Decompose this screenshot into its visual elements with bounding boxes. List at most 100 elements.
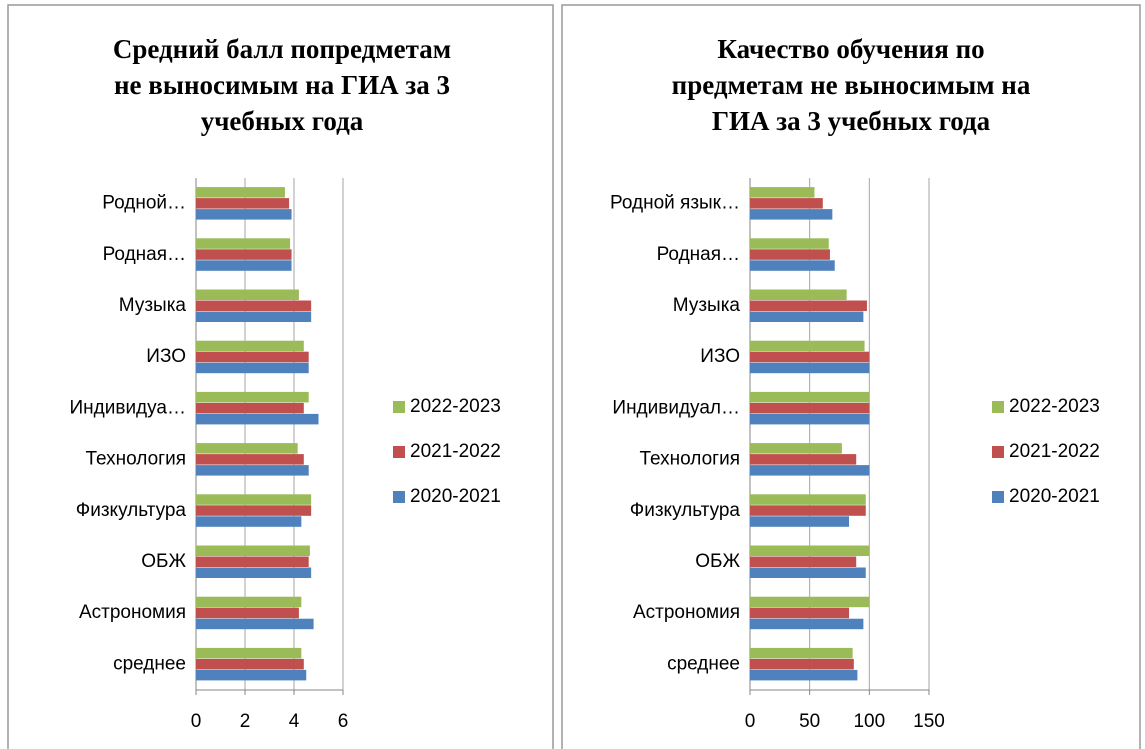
chart-title: не выносимым на ГИА за 3 (114, 70, 450, 100)
bar (750, 516, 850, 527)
bar (196, 362, 309, 374)
bar (750, 494, 866, 505)
bar (750, 362, 870, 374)
bar (196, 545, 310, 556)
bar (750, 300, 867, 311)
bar (750, 607, 850, 619)
bar (750, 567, 866, 578)
bar (750, 249, 830, 260)
y-tick-label: среднее (113, 653, 186, 674)
bar (750, 596, 870, 608)
chart-title: Средний балл попредметам (113, 34, 451, 64)
y-tick-label: Родная… (657, 244, 740, 265)
x-tick-label: 50 (799, 711, 820, 732)
y-tick-label: Физкультура (76, 500, 187, 521)
y-tick-label: Астрономия (79, 602, 186, 623)
y-tick-label: Астрономия (633, 602, 740, 623)
bar (196, 249, 292, 260)
x-tick-label: 0 (191, 711, 202, 732)
bar (196, 289, 299, 300)
y-tick-label: ИЗО (700, 346, 740, 367)
bar (750, 505, 866, 516)
y-tick-label: Музыка (673, 295, 741, 316)
bar (750, 658, 854, 670)
bar (750, 311, 864, 322)
legend-swatch (992, 446, 1004, 458)
bar (750, 413, 870, 425)
bar (196, 658, 304, 670)
x-tick-label: 4 (289, 711, 300, 732)
bar (196, 556, 309, 567)
y-tick-label: ОБЖ (141, 551, 186, 572)
y-tick-label: Технология (85, 449, 186, 470)
bar (750, 443, 842, 454)
y-tick-label: Физкультура (630, 500, 741, 521)
panel-border (7, 4, 554, 749)
bar (196, 618, 314, 630)
bar (750, 260, 835, 271)
bar (196, 300, 312, 311)
legend-swatch (992, 401, 1004, 413)
y-tick-label: Родной… (102, 193, 186, 214)
bar (750, 351, 870, 363)
legend-label: 2021-2022 (1009, 441, 1100, 462)
legend-label: 2020-2021 (1009, 486, 1100, 507)
bar (196, 465, 309, 476)
bar (196, 187, 285, 198)
bar (196, 596, 302, 608)
legend-swatch (992, 491, 1004, 503)
bar (196, 209, 292, 220)
bar (750, 209, 833, 220)
bar (196, 647, 302, 659)
x-tick-label: 0 (745, 711, 756, 732)
y-tick-label: ИЗО (146, 346, 186, 367)
panel-border (561, 4, 1141, 749)
bar (750, 238, 829, 249)
legend-swatch (393, 401, 405, 413)
bar (750, 545, 870, 556)
bar (196, 391, 309, 403)
bar (750, 340, 865, 352)
bar (196, 669, 307, 681)
bar (750, 669, 858, 681)
bar (750, 556, 857, 567)
x-tick-label: 6 (338, 711, 349, 732)
legend-swatch (393, 446, 405, 458)
chart-title: предметам не выносимым на (672, 70, 1031, 100)
bar (196, 238, 291, 249)
legend-label: 2022-2023 (410, 396, 501, 417)
legend-label: 2021-2022 (410, 441, 501, 462)
chart-title: ГИА за 3 учебных года (712, 106, 991, 136)
legend-label: 2020-2021 (410, 486, 501, 507)
bar (196, 311, 312, 322)
chart-title: Качество обучения по (717, 34, 984, 64)
bar (750, 618, 864, 630)
legend-label: 2022-2023 (1009, 396, 1100, 417)
y-tick-label: Родной язык… (610, 193, 740, 214)
y-tick-label: Индивидуа… (70, 397, 187, 418)
x-tick-label: 2 (240, 711, 251, 732)
bar (750, 647, 853, 659)
chart-title: учебных года (201, 106, 364, 136)
y-tick-label: Индивидуал… (612, 397, 740, 418)
legend-swatch (393, 491, 405, 503)
bar (750, 454, 857, 465)
bar (750, 187, 815, 198)
x-tick-label: 150 (913, 711, 945, 732)
bar (750, 198, 823, 209)
bar (196, 494, 312, 505)
bar (196, 443, 298, 454)
bar (196, 260, 292, 271)
y-tick-label: Музыка (119, 295, 187, 316)
bar (196, 505, 312, 516)
y-tick-label: Технология (639, 449, 740, 470)
bar (196, 340, 304, 352)
bar (196, 413, 319, 425)
bar (196, 607, 299, 619)
bar (196, 198, 290, 209)
y-tick-label: Родная… (103, 244, 186, 265)
bar (750, 289, 847, 300)
y-tick-label: среднее (667, 653, 740, 674)
bar (196, 454, 304, 465)
